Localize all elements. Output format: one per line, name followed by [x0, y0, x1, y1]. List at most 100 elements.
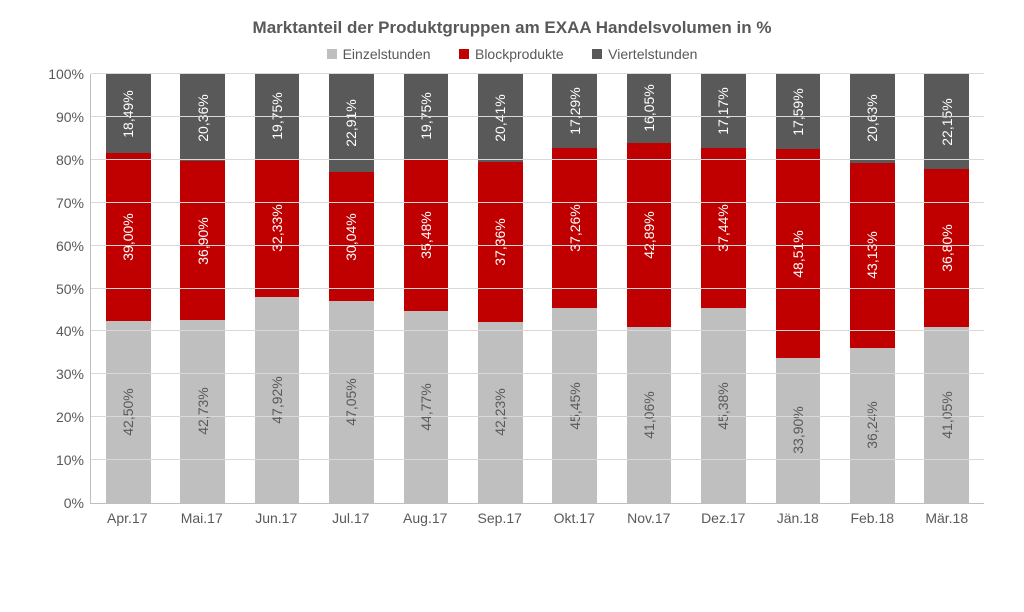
- bar-segment-einzelstunden: 42,23%: [478, 322, 523, 503]
- bar-segment-label: 17,17%: [715, 87, 731, 134]
- gridline: [91, 73, 984, 74]
- y-axis-label: 60%: [36, 238, 84, 254]
- x-axis-label: Jun.17: [239, 504, 313, 526]
- bar-segment-einzelstunden: 42,73%: [180, 320, 225, 503]
- bar-column: 19,75%32,33%47,92%: [255, 74, 300, 503]
- x-axis-label: Nov.17: [612, 504, 686, 526]
- x-axis-label: Feb.18: [835, 504, 909, 526]
- bar-segment-label: 36,80%: [939, 224, 955, 271]
- bar-segment-blockprodukte: 39,00%: [106, 153, 151, 320]
- legend-label: Einzelstunden: [343, 46, 431, 62]
- x-axis-label: Jul.17: [314, 504, 388, 526]
- bar-segment-label: 45,45%: [567, 382, 583, 429]
- bar-segment-label: 44,77%: [418, 383, 434, 430]
- chart-container: Marktanteil der Produktgruppen am EXAA H…: [0, 0, 1024, 612]
- bar-segment-blockprodukte: 32,33%: [255, 159, 300, 298]
- x-axis-labels: Apr.17Mai.17Jun.17Jul.17Aug.17Sep.17Okt.…: [90, 504, 984, 534]
- x-axis-label: Aug.17: [388, 504, 462, 526]
- bar-column: 17,29% 37,26% 45,45%: [552, 74, 597, 503]
- bar-segment-label: 42,23%: [492, 389, 508, 436]
- bar-segment-label: 39,00%: [120, 213, 136, 260]
- bar-segment-label: 22,91%: [343, 99, 359, 146]
- x-axis-label: Mär.18: [910, 504, 984, 526]
- gridline: [91, 288, 984, 289]
- gridline: [91, 116, 984, 117]
- bar-segment-einzelstunden: 47,05%: [329, 301, 374, 503]
- legend-swatch: [592, 49, 602, 59]
- legend-label: Blockprodukte: [475, 46, 564, 62]
- gridline: [91, 245, 984, 246]
- bar-segment-label: 20,41%: [492, 94, 508, 141]
- bar-segment-viertelstunden: 22,91%: [329, 74, 374, 172]
- gridline: [91, 373, 984, 374]
- bar-column: 18,49% 39,00% 42,50%: [106, 74, 151, 503]
- bar-segment-label: 42,89%: [641, 211, 657, 258]
- bar-segment-einzelstunden: 41,05%: [924, 327, 969, 503]
- bar-segment-blockprodukte: 37,44%: [701, 148, 746, 309]
- bar-segment-viertelstunden: 18,49%: [106, 74, 151, 153]
- legend-item-einzelstunden: Einzelstunden: [327, 46, 431, 62]
- legend-item-viertelstunden: Viertelstunden: [592, 46, 697, 62]
- bar-column: 20,63% 43,13% 36,24%: [850, 74, 895, 503]
- legend-item-blockprodukte: Blockprodukte: [459, 46, 564, 62]
- bar-segment-blockprodukte: 37,36%: [478, 162, 523, 322]
- bar-segment-label: 42,50%: [120, 388, 136, 435]
- bar-segment-einzelstunden: 45,38%: [701, 308, 746, 503]
- bar-column: 22,91% 30,04% 47,05%: [329, 74, 374, 503]
- bar-segment-label: 47,05%: [343, 378, 359, 425]
- bar-segment-einzelstunden: 45,45%: [552, 308, 597, 503]
- bar-column: 17,59% 48,51% 33,90%: [776, 74, 821, 503]
- y-axis-label: 20%: [36, 409, 84, 425]
- gridline: [91, 330, 984, 331]
- legend-swatch: [459, 49, 469, 59]
- bar-segment-blockprodukte: 36,90%: [180, 161, 225, 319]
- x-axis-label: Sep.17: [463, 504, 537, 526]
- bar-segment-label: 18,49%: [120, 90, 136, 137]
- bar-segment-label: 16,05%: [641, 85, 657, 132]
- y-axis-label: 80%: [36, 152, 84, 168]
- bar-segment-einzelstunden: 42,50%: [106, 321, 151, 503]
- bar-segment-einzelstunden: 44,77%: [404, 311, 449, 503]
- bar-segment-blockprodukte: 36,80%: [924, 169, 969, 327]
- x-axis-label: Jän.18: [761, 504, 835, 526]
- bar-segment-viertelstunden: 17,17%: [701, 74, 746, 148]
- y-axis-label: 70%: [36, 195, 84, 211]
- bar-segment-viertelstunden: 17,29%: [552, 74, 597, 148]
- bar-segment-blockprodukte: 43,13%: [850, 163, 895, 348]
- bar-segment-blockprodukte: 48,51%: [776, 149, 821, 357]
- gridline: [91, 159, 984, 160]
- bar-segment-viertelstunden: 22,15%: [924, 74, 969, 169]
- y-axis-label: 100%: [36, 66, 84, 82]
- bar-column: 16,05% 42,89% 41,06%: [627, 74, 672, 503]
- x-axis-label: Dez.17: [686, 504, 760, 526]
- bar-segment-label: 41,05%: [939, 391, 955, 438]
- bar-segment-label: 35,48%: [418, 211, 434, 258]
- bar-segment-label: 42,73%: [195, 388, 211, 435]
- y-axis-label: 90%: [36, 109, 84, 125]
- bar-segment-label: 20,63%: [864, 95, 880, 142]
- bar-segment-label: 45,38%: [715, 382, 731, 429]
- bar-segment-blockprodukte: 30,04%: [329, 172, 374, 301]
- bar-segment-viertelstunden: 17,59%: [776, 74, 821, 149]
- y-axis-label: 40%: [36, 323, 84, 339]
- bar-segment-label: 33,90%: [790, 407, 806, 454]
- legend-label: Viertelstunden: [608, 46, 697, 62]
- x-axis-label: Okt.17: [537, 504, 611, 526]
- bar-segment-label: 20,36%: [195, 94, 211, 141]
- bar-segment-label: 36,90%: [195, 217, 211, 264]
- bar-segment-label: 37,36%: [492, 218, 508, 265]
- bar-segment-label: 41,06%: [641, 391, 657, 438]
- bar-column: 17,17% 37,44% 45,38%: [701, 74, 746, 503]
- bar-segment-label: 43,13%: [864, 231, 880, 278]
- bar-segment-einzelstunden: 33,90%: [776, 358, 821, 503]
- gridline: [91, 202, 984, 203]
- bar-column: 19,75%35,48%44,77%: [404, 74, 449, 503]
- bar-segment-einzelstunden: 36,24%: [850, 348, 895, 503]
- y-axis-label: 50%: [36, 281, 84, 297]
- bar-segment-label: 17,29%: [567, 87, 583, 134]
- bar-segment-viertelstunden: 20,41%: [478, 74, 523, 162]
- grid-area: 18,49% 39,00% 42,50% 20,36% 36,90% 42,73% 19,7…: [90, 74, 984, 504]
- bar-segment-blockprodukte: 37,26%: [552, 148, 597, 308]
- bar-segment-label: 48,51%: [790, 230, 806, 277]
- chart-title: Marktanteil der Produktgruppen am EXAA H…: [30, 18, 994, 38]
